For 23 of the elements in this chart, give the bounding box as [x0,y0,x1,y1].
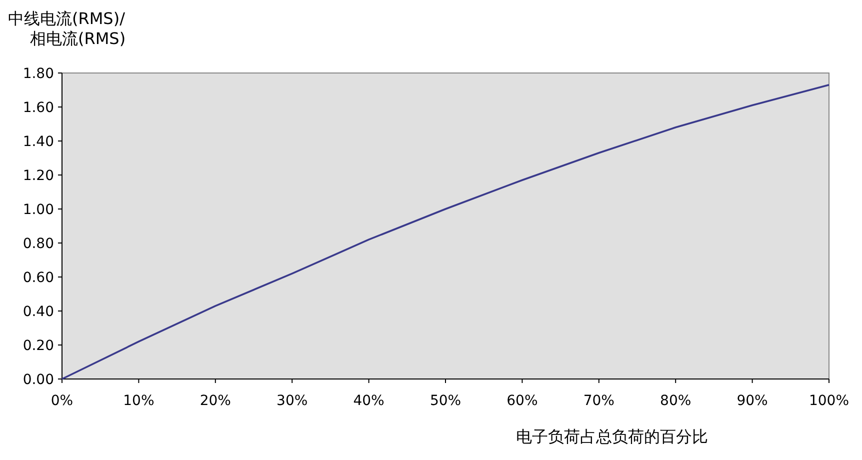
x-tick-label: 60% [506,393,538,409]
x-tick-label: 100% [808,393,850,409]
x-tick-label: 30% [276,393,308,409]
y-tick-label: 1.60 [22,100,54,116]
y-tick-label: 0.80 [22,236,54,252]
x-axis-title: 电子负荷占总负荷的百分比 [516,427,708,446]
y-tick-label: 0.00 [22,372,54,388]
y-tick-label: 1.80 [22,66,54,82]
x-tick-label: 20% [200,393,231,409]
y-tick-label: 1.00 [22,202,54,218]
y-axis-title: 中线电流(RMS)/相电流(RMS) [8,9,126,48]
y-tick-label: 0.20 [22,338,54,354]
x-tick-label: 0% [50,393,74,409]
y-tick-label: 0.60 [22,270,54,286]
x-tick-label: 70% [583,393,614,409]
x-tick-label: 90% [736,393,768,409]
y-tick-label: 1.20 [22,168,54,184]
x-tick-label: 80% [660,393,692,409]
y-tick-label: 1.40 [22,134,54,150]
x-tick-label: 50% [430,393,462,409]
y-tick-label: 0.40 [22,304,54,320]
x-tick-label: 10% [123,393,154,409]
x-tick-label: 40% [353,393,384,409]
